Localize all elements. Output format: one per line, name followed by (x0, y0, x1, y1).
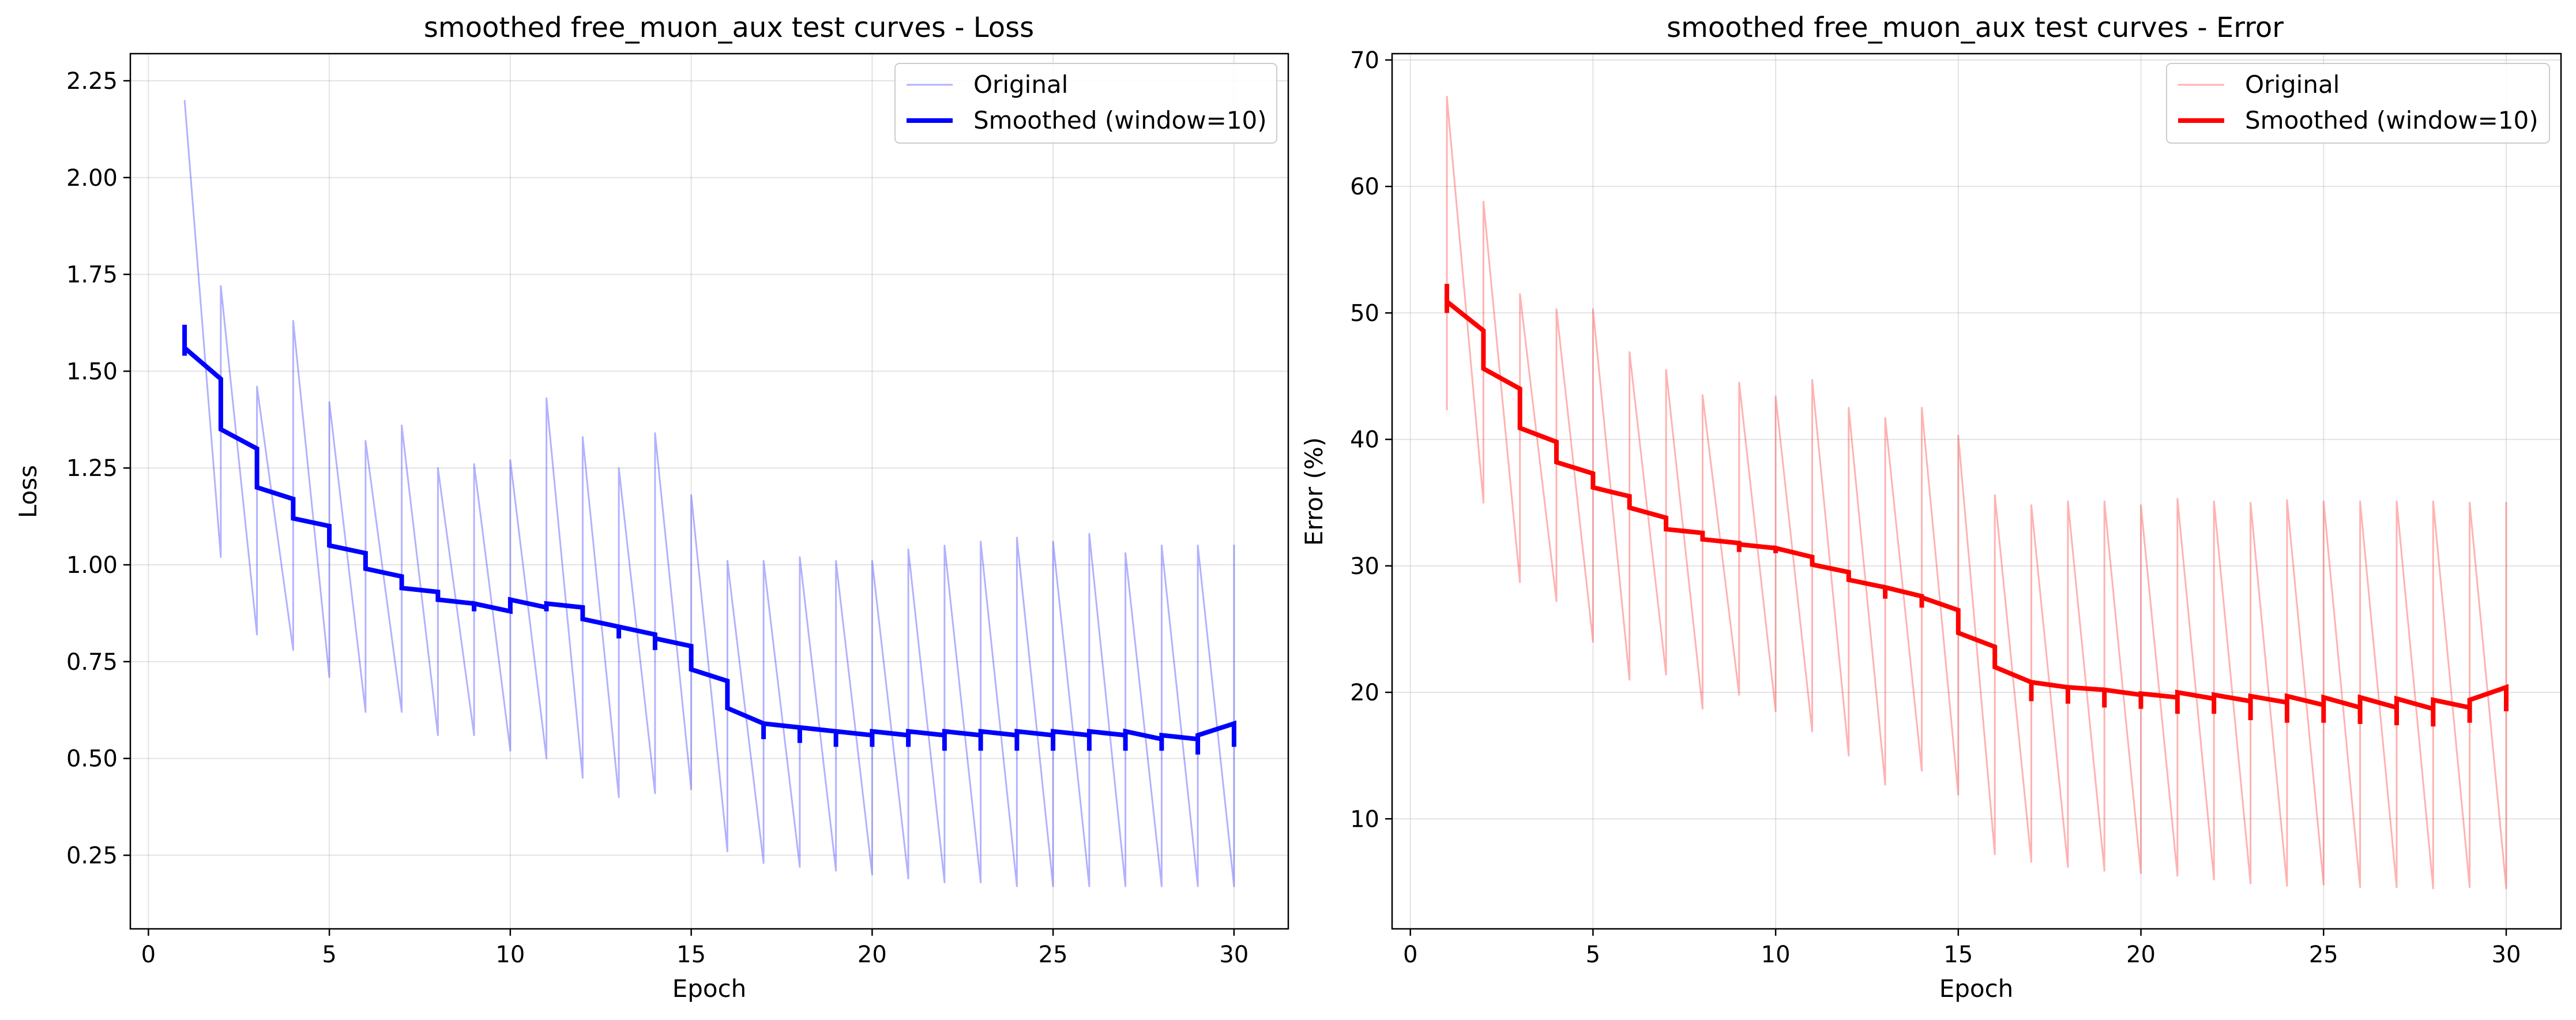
loss-y-tick-label: 1.00 (66, 552, 118, 579)
error-chart-panel: smoothed free_muon_aux test curves - Err… (1300, 12, 2562, 1003)
error-y-axis-label: Error (%) (1300, 437, 1328, 546)
error-plot-frame (1391, 52, 2562, 930)
error-y-tick-label: 10 (1350, 806, 1379, 832)
loss-y-tick-label: 2.00 (66, 165, 118, 192)
loss-smoothed-line (182, 324, 1236, 755)
error-smoothed-line (1445, 284, 2509, 727)
error-y-tick-label: 30 (1350, 553, 1379, 580)
error-x-axis-label: Epoch (1939, 974, 2014, 1003)
loss-y-tick-label: 0.75 (66, 649, 118, 676)
loss-x-tick-label: 30 (1219, 942, 1248, 968)
loss-legend-box (894, 63, 1277, 144)
loss-y-tick-label: 1.50 (66, 358, 118, 385)
loss-y-tick-label: 2.25 (66, 68, 118, 95)
error-y-ticks: 10 20 30 40 50 60 70 (1350, 47, 1392, 832)
loss-legend-original-label: Original (973, 70, 1068, 99)
loss-chart-panel: smoothed free_muon_aux test curves - Los… (14, 12, 1289, 1003)
loss-y-ticks: 0.25 0.50 0.75 1.00 1.25 1.50 1.75 2.00 2.25 (66, 68, 130, 869)
loss-y-tick-label: 0.25 (66, 842, 118, 869)
loss-legend: Original Smoothed (window=10) (894, 63, 1277, 144)
error-original-line (1446, 96, 2507, 890)
loss-x-axis-label: Epoch (672, 974, 747, 1003)
loss-plot-frame (129, 52, 1289, 930)
error-legend-box (2166, 63, 2550, 144)
error-chart-title: smoothed free_muon_aux test curves - Err… (1667, 12, 2284, 44)
error-x-tick-label: 0 (1403, 942, 1417, 968)
loss-x-tick-label: 25 (1039, 942, 1068, 968)
error-x-tick-label: 20 (2126, 942, 2156, 968)
error-legend-original-label: Original (2245, 70, 2340, 99)
error-y-tick-label: 70 (1350, 47, 1379, 74)
loss-x-tick-label: 0 (141, 942, 156, 968)
error-x-tick-label: 10 (1761, 942, 1791, 968)
loss-legend-smoothed-label: Smoothed (window=10) (973, 106, 1267, 134)
loss-y-tick-label: 1.75 (66, 262, 118, 288)
error-smoothed-series (1445, 284, 2509, 727)
loss-y-axis-label: Loss (14, 465, 42, 518)
loss-x-tick-label: 15 (676, 942, 706, 968)
loss-y-tick-label: 0.50 (66, 746, 118, 772)
error-legend-smoothed-label: Smoothed (window=10) (2245, 106, 2539, 134)
error-y-tick-label: 40 (1350, 427, 1379, 453)
loss-x-tick-label: 5 (322, 942, 336, 968)
loss-y-tick-label: 1.25 (66, 455, 118, 482)
loss-x-tick-label: 20 (858, 942, 887, 968)
error-original-series (1446, 96, 2507, 890)
loss-chart-title: smoothed free_muon_aux test curves - Los… (424, 12, 1034, 44)
error-x-tick-label: 30 (2492, 942, 2521, 968)
error-x-tick-label: 15 (1943, 942, 1973, 968)
loss-smoothed-series (182, 324, 1236, 755)
error-x-tick-label: 25 (2309, 942, 2338, 968)
error-y-tick-label: 50 (1350, 300, 1379, 327)
error-legend: Original Smoothed (window=10) (2166, 63, 2550, 144)
error-y-tick-label: 20 (1350, 680, 1379, 706)
error-x-ticks: 0 5 10 15 20 25 30 (1403, 929, 2521, 968)
loss-x-ticks: 0 5 10 15 20 25 30 (141, 929, 1248, 968)
error-x-tick-label: 5 (1586, 942, 1600, 968)
loss-x-tick-label: 10 (495, 942, 525, 968)
error-grid (1392, 54, 2561, 929)
error-y-tick-label: 60 (1350, 174, 1379, 200)
